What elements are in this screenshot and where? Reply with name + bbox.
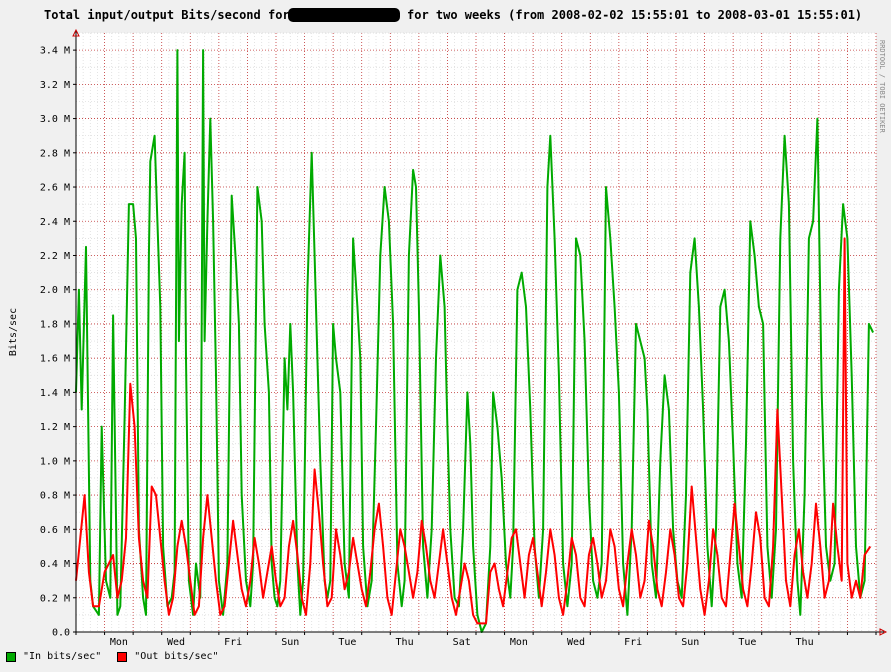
x-tick-label: Wed xyxy=(167,637,185,648)
redacted-hostname xyxy=(288,8,400,22)
x-tick-label: Sat xyxy=(453,637,471,648)
legend-in-label: "In bits/sec" xyxy=(23,651,102,662)
y-tick-label: 0.2 M xyxy=(40,593,70,604)
y-tick-label: 0.6 M xyxy=(40,525,70,536)
y-tick-label: 2.4 M xyxy=(40,217,70,228)
y-tick-label: 3.2 M xyxy=(40,80,70,91)
y-tick-label: 1.0 M xyxy=(40,456,70,467)
y-tick-label: 2.6 M xyxy=(40,183,70,194)
x-tick-label: Wed xyxy=(567,637,585,648)
x-tick-label: Sun xyxy=(281,637,299,648)
x-tick-label: Thu xyxy=(796,637,814,648)
chart-title-suffix: for two weeks (from 2008-02-02 15:55:01 … xyxy=(407,8,862,22)
plot-area xyxy=(76,33,876,632)
x-tick-label: Mon xyxy=(110,637,128,648)
legend: "In bits/sec" "Out bits/sec" xyxy=(6,651,219,662)
y-tick-label: 2.0 M xyxy=(40,285,70,296)
x-tick-label: Thu xyxy=(396,637,414,648)
rrdtool-watermark: RRDTOOL / TOBI OETIKER xyxy=(878,40,886,134)
x-tick-label: Mon xyxy=(510,637,528,648)
y-tick-label: 3.0 M xyxy=(40,114,70,125)
y-tick-label: 1.2 M xyxy=(40,422,70,433)
grid xyxy=(75,32,877,633)
y-tick-label: 2.8 M xyxy=(40,148,70,159)
x-tick-label: Tue xyxy=(738,637,756,648)
series-out-line xyxy=(75,237,872,625)
y-tick-label: 0.4 M xyxy=(40,559,70,570)
legend-out-label: "Out bits/sec" xyxy=(134,651,219,662)
y-axis-label: Bits/sec xyxy=(8,308,19,356)
y-tick-label: 1.4 M xyxy=(40,388,70,399)
x-tick-label: Fri xyxy=(624,637,642,648)
legend-out-swatch xyxy=(117,651,128,662)
y-tick-label: 3.4 M xyxy=(40,46,70,57)
x-tick-label: Tue xyxy=(338,637,356,648)
series-in-line xyxy=(75,49,874,633)
y-tick-label: 0.0 xyxy=(52,628,70,639)
x-tick-label: Fri xyxy=(224,637,242,648)
y-axis-arrow xyxy=(72,28,80,37)
y-tick-label: 0.8 M xyxy=(40,491,70,502)
y-tick-label: 1.6 M xyxy=(40,354,70,365)
y-tick-label: 1.8 M xyxy=(40,319,70,330)
x-tick-label: Sun xyxy=(681,637,699,648)
legend-in-swatch xyxy=(6,651,16,662)
y-tick-label: 2.2 M xyxy=(40,251,70,262)
axes: 0.0 0.2 M 0.4 M 0.6 M 0.8 M 1.0 M 1.2 M 1.4 M 1.… xyxy=(40,28,888,648)
x-axis-arrow xyxy=(879,628,888,636)
series-layer xyxy=(75,49,874,633)
chart-title-prefix: Total input/output Bits/second for xyxy=(44,8,290,22)
